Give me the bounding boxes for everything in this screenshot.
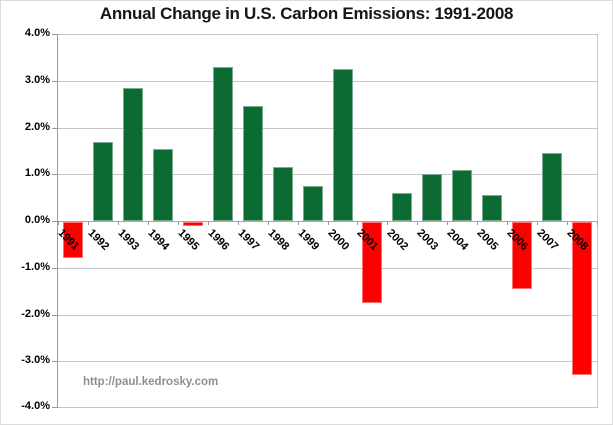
y-axis-label: -1.0% <box>21 261 50 273</box>
x-label-1997: 1997 <box>235 227 262 253</box>
x-axis-tick <box>178 221 179 225</box>
y-axis-tick <box>52 315 58 316</box>
bar-2005 <box>482 195 502 221</box>
x-axis-tick <box>208 221 209 225</box>
x-axis-tick <box>328 221 329 225</box>
x-axis-tick <box>268 221 269 225</box>
y-axis-label: -4.0% <box>21 400 50 412</box>
x-axis-tick <box>148 221 149 225</box>
x-label-1998: 1998 <box>265 227 292 253</box>
x-label-1996: 1996 <box>205 227 232 253</box>
chart-title: Annual Change in U.S. Carbon Emissions: … <box>99 4 514 23</box>
bar-2000 <box>333 69 353 221</box>
x-label-2002: 2002 <box>384 227 411 253</box>
x-label-1994: 1994 <box>145 227 172 253</box>
x-label-2004: 2004 <box>444 227 471 253</box>
bar-1993 <box>123 88 143 221</box>
bar-1991 <box>63 222 83 258</box>
x-label-1999: 1999 <box>295 227 322 253</box>
bar-2001 <box>362 222 382 303</box>
y-axis-label: -3.0% <box>21 354 50 366</box>
x-axis-tick <box>387 221 388 225</box>
gridline--4.0% <box>58 407 597 408</box>
gridline-4.0% <box>58 34 597 35</box>
y-axis-tick <box>52 407 58 408</box>
y-axis-label: -2.0% <box>21 308 50 320</box>
bar-1992 <box>93 142 113 221</box>
bar-1999 <box>303 186 323 221</box>
bar-2008 <box>572 222 592 375</box>
x-axis-tick <box>507 221 508 225</box>
y-axis-label: 1.0% <box>24 167 50 179</box>
zero-axis-line <box>58 221 597 222</box>
y-axis-tick <box>52 81 58 82</box>
x-axis-tick <box>88 221 89 225</box>
y-axis-label: 3.0% <box>24 74 50 86</box>
y-axis-label: 2.0% <box>24 121 50 133</box>
y-axis-tick <box>52 268 58 269</box>
y-axis-label: 4.0% <box>24 27 50 39</box>
x-axis-tick <box>238 221 239 225</box>
y-axis-tick <box>52 174 58 175</box>
x-label-2005: 2005 <box>474 227 501 253</box>
x-label-1995: 1995 <box>175 227 202 253</box>
x-axis-tick <box>537 221 538 225</box>
gridline--2.0% <box>58 315 597 316</box>
bar-2006 <box>512 222 532 289</box>
x-axis-tick <box>477 221 478 225</box>
x-label-1992: 1992 <box>85 227 112 253</box>
source-url: http://paul.kedrosky.com <box>83 376 219 388</box>
gridline--1.0% <box>58 268 597 269</box>
x-axis-tick <box>447 221 448 225</box>
bar-2007 <box>542 153 562 221</box>
plot-area: 4.0% 3.0% 2.0% 1.0% 0.0% -1.0% -2.0% -3.0% -4.0%… <box>21 27 598 412</box>
gridline-2.0% <box>58 128 597 129</box>
bar-2004 <box>452 170 472 221</box>
bar-2002 <box>392 193 412 221</box>
x-label-2007: 2007 <box>534 227 561 253</box>
y-axis-label: 0.0% <box>24 214 50 226</box>
gridline-1.0% <box>58 174 597 175</box>
x-axis-tick <box>417 221 418 225</box>
x-axis-tick <box>58 221 59 225</box>
x-axis-tick <box>567 221 568 225</box>
gridline-3.0% <box>58 81 597 82</box>
gridline--3.0% <box>58 361 597 362</box>
x-axis-tick <box>118 221 119 225</box>
x-axis-tick <box>357 221 358 225</box>
x-axis-tick <box>298 221 299 225</box>
bar-1998 <box>273 167 293 221</box>
y-axis-tick <box>52 361 58 362</box>
bar-1996 <box>213 67 233 221</box>
y-axis-tick <box>52 221 58 222</box>
x-label-2003: 2003 <box>414 227 441 253</box>
bar-2003 <box>422 174 442 221</box>
x-label-1993: 1993 <box>115 227 142 253</box>
bar-1995 <box>183 222 203 226</box>
y-axis-tick <box>52 34 58 35</box>
bar-1997 <box>243 106 263 221</box>
bar-1994 <box>153 149 173 221</box>
x-label-2000: 2000 <box>325 227 352 253</box>
y-axis-tick <box>52 128 58 129</box>
x-axis-tick <box>597 221 598 225</box>
